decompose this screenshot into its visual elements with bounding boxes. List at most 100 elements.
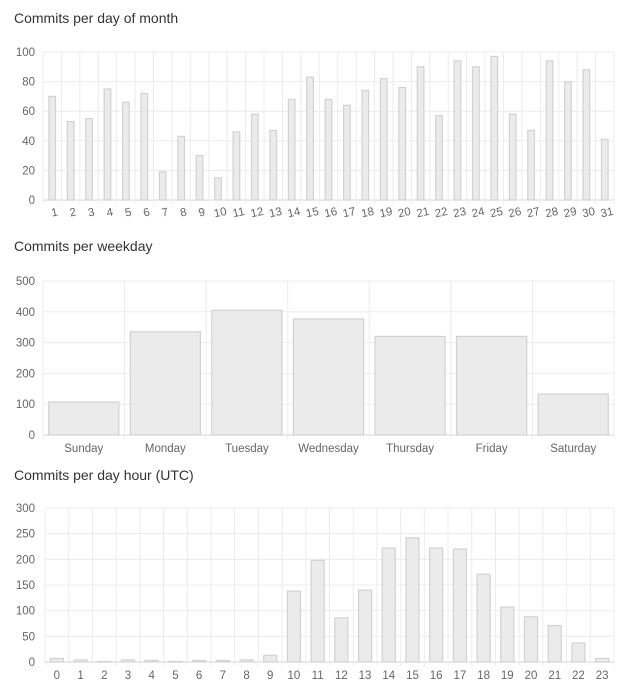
x-tick-label: 19 <box>501 670 514 682</box>
bar <box>582 69 591 201</box>
bar <box>48 95 57 201</box>
x-tick-label: 13 <box>268 206 283 220</box>
x-tick-label: 2 <box>69 207 78 220</box>
bar <box>334 617 349 663</box>
bar <box>429 547 444 663</box>
bar <box>595 657 610 663</box>
y-tick-label: 50 <box>22 631 35 643</box>
bar <box>286 590 302 663</box>
x-tick-label: 14 <box>382 670 395 682</box>
bar <box>211 309 283 436</box>
bar <box>476 573 491 663</box>
y-tick-label: 400 <box>16 307 35 319</box>
x-tick-label: 11 <box>232 206 246 220</box>
bar <box>97 660 112 663</box>
y-tick-label: 100 <box>16 47 35 59</box>
x-tick-label: 17 <box>342 206 357 220</box>
bar <box>66 120 75 201</box>
x-tick-label: 9 <box>267 670 273 682</box>
x-tick-label: 6 <box>196 670 202 682</box>
bar <box>144 659 159 663</box>
bar <box>453 60 462 201</box>
y-tick-label: 500 <box>16 276 35 288</box>
bar <box>508 113 517 201</box>
bar <box>215 659 230 663</box>
x-tick-label: 0 <box>54 670 60 682</box>
x-tick-label: 24 <box>471 206 487 221</box>
x-tick-label: 15 <box>305 206 320 220</box>
chart-panel-hour: Commits per day hour (UTC) 0 50 100 150 200 2… <box>0 460 623 692</box>
x-tick-label: 5 <box>124 207 133 220</box>
bar <box>239 659 254 663</box>
x-tick-label: 11 <box>312 670 324 682</box>
bar <box>120 659 136 663</box>
bar-chart-weekday: 0 100 200 300 400 500 Sunday Monday Tuesday Wedne… <box>16 276 615 455</box>
x-tick-label: 28 <box>544 206 559 220</box>
bar <box>214 177 222 201</box>
y-tick-label: 80 <box>22 77 35 89</box>
bar <box>571 642 586 663</box>
x-tick-label: 4 <box>105 206 114 219</box>
x-tick-label: 31 <box>600 206 615 220</box>
x-tick-label: 17 <box>453 670 466 682</box>
x-tick-label: 26 <box>508 206 523 220</box>
bar <box>177 135 186 201</box>
x-tick-label: 23 <box>596 670 609 682</box>
x-tick-label: 9 <box>198 207 207 220</box>
y-tick-label: 40 <box>22 136 35 148</box>
bar <box>545 60 554 201</box>
bar <box>269 129 278 201</box>
bar <box>343 104 351 201</box>
chart-title-weekday: Commits per weekday <box>14 238 153 254</box>
bar <box>564 80 572 201</box>
x-tick-label: 21 <box>415 206 430 220</box>
x-tick-label: 27 <box>526 206 541 220</box>
bar <box>405 537 420 663</box>
bar <box>357 589 373 663</box>
x-tick-label: 15 <box>406 670 419 682</box>
bar <box>121 101 130 201</box>
bar <box>232 131 241 201</box>
bar <box>287 98 296 201</box>
chart-title-month: Commits per day of month <box>14 10 179 26</box>
bar <box>490 55 499 201</box>
x-tick-label: 7 <box>220 670 226 682</box>
bar <box>398 86 407 201</box>
bar <box>361 89 370 201</box>
x-tick-label: 25 <box>489 206 504 220</box>
bar <box>48 401 120 436</box>
x-tick-label: 8 <box>243 670 249 682</box>
bar <box>191 659 207 663</box>
bar <box>129 331 202 436</box>
bar <box>374 335 446 436</box>
x-tick-label: Tuesday <box>225 443 269 455</box>
x-tick-label: 29 <box>563 206 578 220</box>
y-tick-label: 250 <box>16 529 35 541</box>
bar <box>292 318 365 436</box>
y-tick-label: 0 <box>29 195 35 207</box>
bar <box>500 606 515 663</box>
bar <box>381 547 396 663</box>
chart-panel-month: Commits per day of month 0 20 40 60 80 100 1 2 3… <box>0 0 623 230</box>
bar <box>600 138 609 201</box>
x-tick-label: Wednesday <box>298 443 359 455</box>
x-tick-label: 12 <box>250 206 265 220</box>
y-tick-label: 300 <box>16 338 35 350</box>
x-tick-label: 16 <box>430 670 443 682</box>
x-tick-label: Monday <box>145 443 186 455</box>
bar <box>537 393 609 436</box>
x-tick-label: Friday <box>476 443 508 455</box>
y-tick-label: 300 <box>16 503 35 515</box>
bar <box>306 76 314 201</box>
bar <box>435 115 443 201</box>
bar <box>73 659 88 663</box>
bar <box>85 117 93 201</box>
bar <box>455 335 528 436</box>
bar <box>263 654 278 663</box>
x-tick-label: 4 <box>148 670 155 682</box>
x-tick-label: 1 <box>77 670 83 682</box>
y-tick-label: 100 <box>16 606 35 618</box>
x-tick-label: 21 <box>548 670 561 682</box>
bar <box>250 113 259 201</box>
